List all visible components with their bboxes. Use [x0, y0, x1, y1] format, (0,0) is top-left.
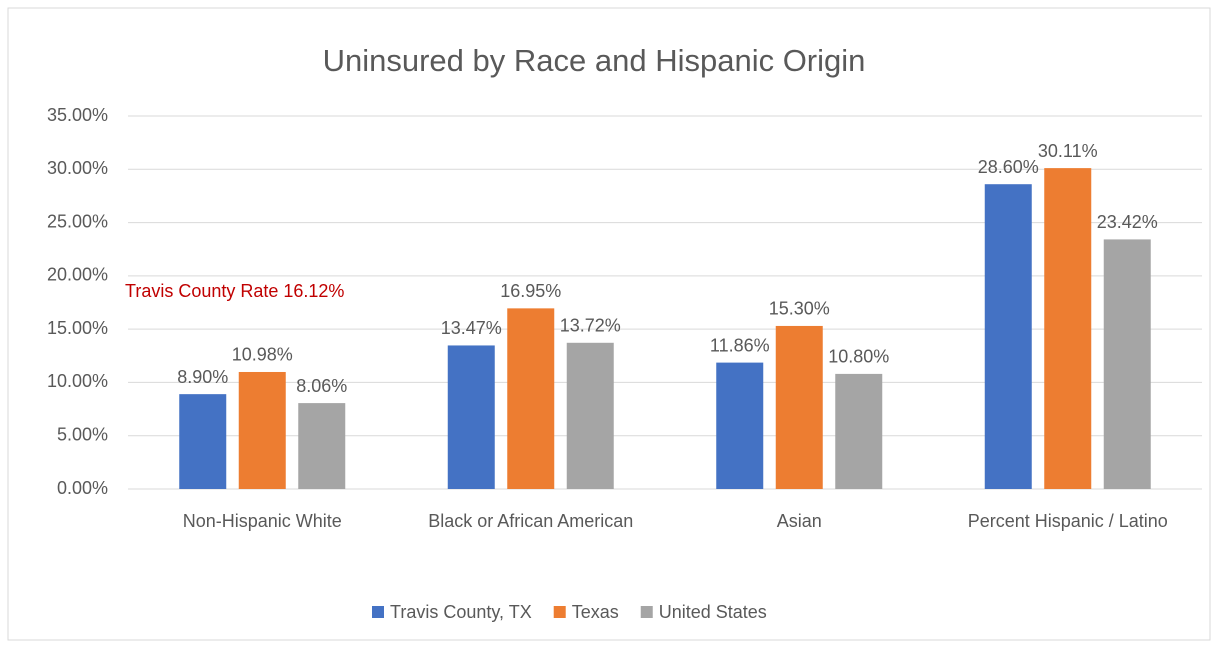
x-tick-label: Non-Hispanic White [183, 511, 342, 531]
bar [1103, 239, 1151, 489]
legend-swatch [372, 606, 384, 618]
bar [298, 403, 346, 489]
bar [835, 373, 883, 489]
legend-label: Texas [572, 602, 619, 622]
y-tick-label: 20.00% [47, 265, 108, 285]
y-tick-label: 10.00% [47, 371, 108, 391]
data-label: 15.30% [769, 299, 830, 319]
y-tick-label: 5.00% [57, 424, 108, 444]
data-label: 13.72% [560, 316, 621, 336]
y-tick-label: 25.00% [47, 211, 108, 231]
legend-swatch [640, 606, 653, 618]
data-label: 13.47% [441, 318, 502, 338]
bar [447, 345, 495, 489]
data-label: 28.60% [978, 157, 1039, 177]
y-tick-label: 35.00% [47, 105, 108, 125]
x-tick-label: Asian [777, 511, 822, 531]
bar [507, 308, 555, 489]
legend-swatch [553, 606, 566, 618]
data-label: 8.06% [296, 376, 347, 396]
bar [1044, 168, 1092, 489]
bar [566, 342, 614, 489]
y-tick-label: 30.00% [47, 158, 108, 178]
data-label: 16.95% [500, 281, 561, 301]
bar [238, 371, 286, 489]
annotation: Travis County Rate 16.12% [125, 281, 344, 301]
data-label: 30.11% [1038, 141, 1098, 161]
chart-title: Uninsured by Race and Hispanic Origin [323, 43, 866, 78]
bar [984, 184, 1032, 489]
data-label: 10.98% [232, 345, 293, 365]
data-label: 23.42% [1097, 212, 1158, 232]
bar [775, 325, 823, 489]
legend-label: United States [659, 602, 767, 622]
x-tick-label: Black or African American [428, 511, 633, 531]
data-label: 10.80% [828, 347, 889, 367]
legend-label: Travis County, TX [390, 602, 532, 622]
y-tick-label: 0.00% [57, 478, 108, 498]
bar [716, 362, 764, 489]
y-tick-label: 15.00% [47, 318, 108, 338]
bar [179, 394, 227, 489]
data-label: 8.90% [177, 367, 228, 387]
data-label: 11.86% [710, 335, 770, 355]
x-tick-label: Percent Hispanic / Latino [968, 511, 1168, 531]
